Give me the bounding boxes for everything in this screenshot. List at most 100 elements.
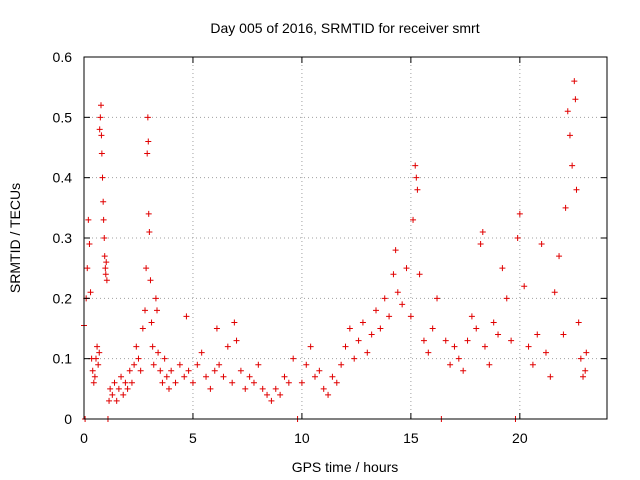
data-point bbox=[434, 295, 441, 302]
data-point bbox=[325, 391, 332, 398]
data-point bbox=[516, 210, 523, 217]
data-point bbox=[94, 343, 101, 350]
x-axis-label: GPS time / hours bbox=[292, 459, 399, 475]
data-point bbox=[157, 367, 164, 374]
data-point bbox=[168, 367, 175, 374]
data-point bbox=[447, 361, 454, 368]
x-tick-label: 10 bbox=[294, 430, 310, 446]
data-point bbox=[149, 343, 156, 350]
data-point bbox=[242, 385, 249, 392]
data-point bbox=[100, 216, 107, 223]
data-point bbox=[107, 385, 114, 392]
data-point bbox=[176, 361, 183, 368]
data-point bbox=[84, 265, 91, 272]
data-point bbox=[290, 355, 297, 362]
data-point bbox=[101, 253, 108, 260]
data-point bbox=[203, 373, 210, 380]
x-tick-label: 20 bbox=[512, 430, 528, 446]
data-point bbox=[342, 343, 349, 350]
data-point bbox=[185, 367, 192, 374]
data-point bbox=[281, 373, 288, 380]
data-point bbox=[92, 355, 99, 362]
data-point bbox=[122, 379, 129, 386]
data-point bbox=[566, 132, 573, 139]
data-point bbox=[181, 373, 188, 380]
x-tick-label: 0 bbox=[80, 430, 88, 446]
data-point bbox=[152, 295, 159, 302]
y-tick-label: 0.2 bbox=[53, 290, 73, 306]
data-point bbox=[194, 361, 201, 368]
data-point bbox=[368, 331, 375, 338]
data-point bbox=[577, 355, 584, 362]
data-point bbox=[551, 289, 558, 296]
data-point bbox=[562, 204, 569, 211]
data-point bbox=[560, 331, 567, 338]
data-point bbox=[534, 331, 541, 338]
data-point bbox=[329, 373, 336, 380]
data-point bbox=[126, 367, 133, 374]
data-point bbox=[333, 379, 340, 386]
data-point bbox=[364, 349, 371, 356]
data-point bbox=[91, 373, 98, 380]
data-point bbox=[100, 198, 107, 205]
data-point bbox=[145, 138, 152, 145]
data-point bbox=[403, 265, 410, 272]
data-point bbox=[111, 379, 118, 386]
data-point bbox=[97, 102, 104, 109]
data-point bbox=[148, 319, 155, 326]
data-point bbox=[272, 385, 279, 392]
data-point bbox=[298, 379, 305, 386]
data-point bbox=[103, 259, 110, 266]
data-point bbox=[412, 162, 419, 169]
data-point bbox=[89, 367, 96, 374]
data-point bbox=[145, 210, 152, 217]
data-point bbox=[414, 186, 421, 193]
data-point bbox=[575, 319, 582, 326]
data-point bbox=[573, 186, 580, 193]
data-point bbox=[155, 349, 162, 356]
data-point bbox=[451, 343, 458, 350]
data-point bbox=[564, 108, 571, 115]
data-point bbox=[499, 265, 506, 272]
data-point bbox=[582, 367, 589, 374]
data-point bbox=[216, 361, 223, 368]
data-point bbox=[159, 379, 166, 386]
data-point bbox=[103, 277, 110, 284]
data-point bbox=[285, 379, 292, 386]
data-point bbox=[150, 361, 157, 368]
grid bbox=[84, 57, 607, 419]
data-point bbox=[264, 391, 271, 398]
axis-ticks: 0 5 10 15 20 0 0.1 0.2 0.3 0.4 0.5 0.6 bbox=[53, 49, 607, 446]
data-point bbox=[95, 361, 102, 368]
data-point bbox=[377, 325, 384, 332]
data-point bbox=[259, 385, 266, 392]
data-point bbox=[479, 228, 486, 235]
data-point bbox=[338, 361, 345, 368]
data-point bbox=[311, 373, 318, 380]
data-point bbox=[101, 235, 108, 241]
data-point bbox=[416, 271, 423, 278]
data-point bbox=[373, 307, 380, 314]
data-point bbox=[86, 241, 93, 248]
data-point bbox=[172, 379, 179, 386]
data-point bbox=[307, 343, 314, 350]
data-point bbox=[529, 361, 536, 368]
data-point bbox=[163, 373, 170, 380]
data-point bbox=[303, 361, 310, 368]
data-point bbox=[514, 235, 521, 241]
data-point bbox=[473, 325, 480, 332]
data-point bbox=[120, 391, 127, 398]
data-point bbox=[85, 216, 92, 223]
data-point bbox=[146, 228, 153, 235]
data-point bbox=[106, 397, 113, 404]
data-point bbox=[118, 373, 125, 380]
data-point bbox=[442, 337, 449, 344]
chart-title: Day 005 of 2016, SRMTID for receiver smr… bbox=[210, 20, 479, 36]
data-point bbox=[571, 78, 578, 85]
data-point bbox=[381, 295, 388, 302]
data-point bbox=[486, 361, 493, 368]
data-point bbox=[255, 361, 262, 368]
data-point bbox=[124, 385, 131, 392]
data-point bbox=[407, 313, 414, 320]
data-point bbox=[355, 337, 362, 344]
